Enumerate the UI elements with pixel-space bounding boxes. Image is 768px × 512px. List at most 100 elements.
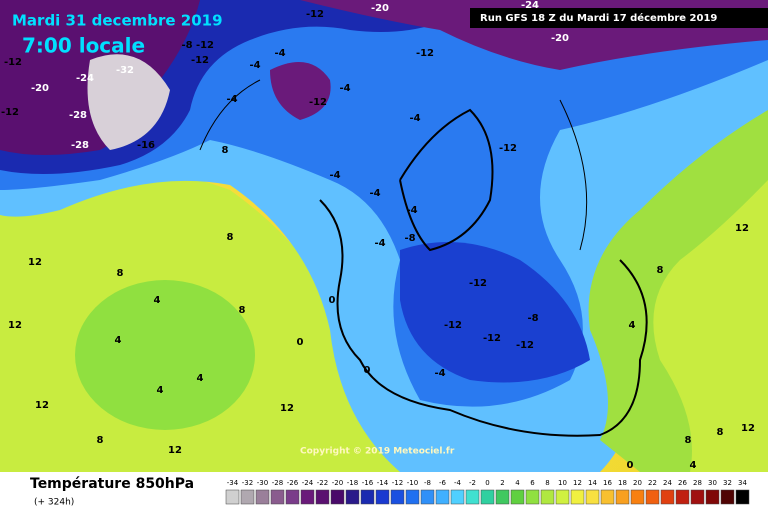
scale-swatch	[705, 489, 720, 505]
run-box	[470, 8, 768, 28]
scale-tick-label: -6	[439, 479, 447, 487]
contour-label: 12	[280, 403, 294, 414]
scale-swatch	[420, 489, 435, 505]
contour-label: -4	[406, 205, 417, 216]
scale-tick-label: -30	[257, 479, 268, 487]
scale-tick-label: 28	[693, 479, 702, 487]
contour-label: -12	[499, 143, 517, 154]
contour-label: 8	[117, 268, 124, 279]
contour-labels: -12-20-24-32-28-16-28-12-8 -12-12 -4-4-12-…	[1, 0, 755, 471]
scale-swatch	[495, 489, 510, 505]
contour-label: 8	[227, 232, 234, 243]
scale-swatch	[540, 489, 555, 505]
scale-tick-label: -26	[287, 479, 299, 487]
contour-label: -28	[71, 140, 89, 151]
scale-tick-label: 26	[678, 479, 687, 487]
lead-time: (+ 324h)	[34, 498, 74, 508]
contour-label: -4	[409, 113, 420, 124]
scale-tick-label: 16	[603, 479, 612, 487]
scale-swatch	[405, 489, 420, 505]
contour-label: -32	[116, 65, 134, 76]
east-yellow-region	[653, 180, 768, 472]
scale-tick-label: -34	[227, 479, 239, 487]
color-scale: -34 -32 -30 -28 -26 -24 -22 -20 -18 -16 -14 -12 -10-…	[225, 479, 750, 505]
contour-label: 12	[28, 257, 42, 268]
scale-tick-label: 30	[708, 479, 717, 487]
scale-swatch	[630, 489, 645, 505]
contour-label: 8	[657, 265, 664, 276]
date: Mardi 31 decembre 2019	[12, 12, 223, 30]
scale-swatch	[285, 489, 300, 505]
coastline	[319, 108, 648, 437]
scale-tick-label: -28	[272, 479, 283, 487]
scale-swatch	[510, 489, 525, 505]
scale-tick-label: -24	[302, 479, 314, 487]
contour-label: 8	[222, 145, 229, 156]
scale-swatch	[255, 489, 270, 505]
contour-label: -12	[444, 320, 462, 331]
contour-label: -4	[374, 238, 385, 249]
scale-swatch	[465, 489, 480, 505]
scale-tick-label: -32	[242, 479, 253, 487]
scale-swatch	[645, 489, 660, 505]
scale-swatch	[330, 489, 345, 505]
contour-label: -16	[137, 140, 155, 151]
contour-label: -4	[329, 170, 340, 181]
very-cold-region	[87, 54, 170, 150]
scale-swatch	[390, 489, 405, 505]
contour-label: 8	[97, 435, 104, 446]
scale-swatch	[570, 489, 585, 505]
contour-label: 12	[35, 400, 49, 411]
contour-label: -8	[181, 40, 192, 51]
scale-swatch	[345, 489, 360, 505]
scale-swatch	[555, 489, 570, 505]
scale-swatch	[315, 489, 330, 505]
scale-swatch	[225, 489, 240, 505]
time: 7:00 locale	[22, 34, 145, 58]
scale-tick-label: 2	[500, 479, 504, 487]
contour-label: -12	[191, 55, 209, 66]
contour-label: -12	[196, 40, 214, 51]
scale-tick-label: 20	[633, 479, 642, 487]
scale-tick-label: 34	[738, 479, 747, 487]
contour-label: -20	[551, 33, 569, 44]
scale-tick-label: 4	[515, 479, 520, 487]
scale-tick-label: 18	[618, 479, 627, 487]
contour-label: -12	[1, 107, 19, 118]
contour-label: 12	[735, 223, 749, 234]
deep-blue-region	[400, 242, 590, 383]
scale-swatch	[735, 489, 750, 505]
contour-line	[199, 79, 588, 251]
contour-label: -12	[483, 333, 501, 344]
scale-swatch	[585, 489, 600, 505]
contour-label: 4	[197, 373, 204, 384]
contour-label: -4	[274, 48, 285, 59]
contour-label: -4	[226, 94, 237, 105]
contour-label: -12	[306, 9, 324, 20]
scale-swatch	[375, 489, 390, 505]
contour-label: 12	[8, 320, 22, 331]
scale-swatch	[435, 489, 450, 505]
contour-label: 8	[239, 305, 246, 316]
scale-swatch	[525, 489, 540, 505]
contour-label: -24	[76, 73, 94, 84]
scale-tick-label: -8	[424, 479, 431, 487]
contour-label: -28	[69, 110, 87, 121]
contour-label: -12	[416, 48, 434, 59]
green-region	[75, 280, 255, 430]
contour-label: 0	[627, 460, 634, 471]
scale-swatch	[300, 489, 315, 505]
contour-label: 8	[685, 435, 692, 446]
scale-tick-label: 6	[530, 479, 535, 487]
scale-swatch	[270, 489, 285, 505]
purple-spot	[270, 62, 331, 120]
scale-tick-label: -22	[317, 479, 328, 487]
contour-label: 4	[115, 335, 122, 346]
contour-label: -8	[527, 313, 538, 324]
contour-label: -8	[404, 233, 415, 244]
contour-label: -12	[309, 97, 327, 108]
scale-tick-label: -2	[469, 479, 476, 487]
contour-label: 4	[629, 320, 636, 331]
